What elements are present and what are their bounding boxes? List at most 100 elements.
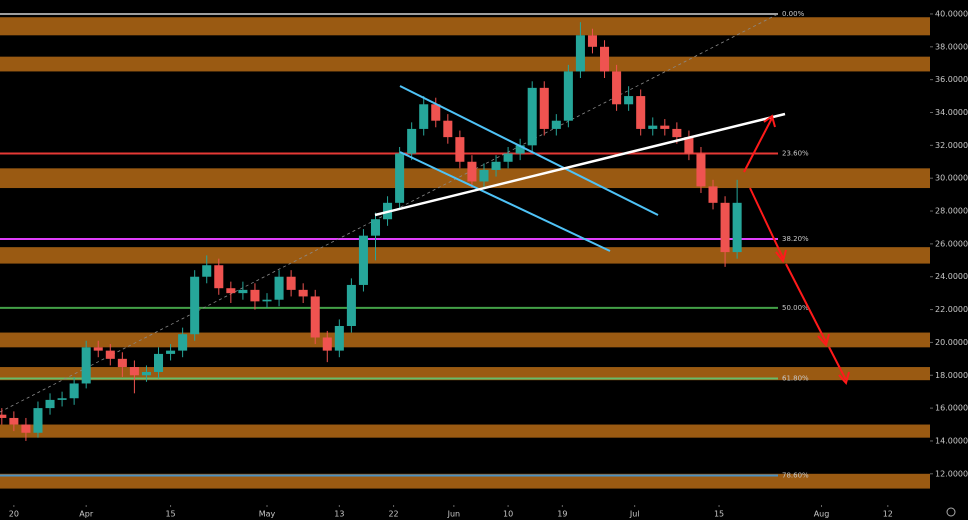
candle-body	[370, 219, 381, 236]
fib-label: 50.00%	[782, 304, 809, 312]
candle-body	[660, 125, 670, 129]
axes: 12.0000 14.0000 16.0000 18.0000 20.0000 22.00…	[9, 9, 968, 518]
candle-body	[81, 347, 91, 384]
arrows	[743, 114, 850, 386]
candle-body	[105, 350, 115, 359]
x-tick-label: 10	[503, 510, 513, 519]
candle-body	[575, 35, 585, 72]
candle-body	[190, 276, 200, 335]
candle-body	[684, 137, 694, 154]
candle-body	[443, 120, 453, 138]
time-axis	[0, 505, 968, 520]
candle-body	[0, 414, 7, 418]
x-tick-label: 22	[388, 510, 398, 519]
candle-body	[672, 128, 682, 138]
zone	[0, 473, 930, 489]
y-tick-label: 16.0000	[935, 404, 968, 413]
candle-body	[636, 96, 646, 129]
candle-body	[274, 276, 284, 300]
zones	[0, 17, 930, 489]
candle-body	[9, 417, 19, 425]
candle-body	[117, 358, 127, 368]
candle-body	[395, 153, 405, 203]
trend-dashed	[0, 13, 779, 413]
candle-body	[141, 371, 151, 376]
channel-line	[399, 151, 611, 252]
candle-body	[600, 46, 610, 72]
y-tick-label: 14.0000	[935, 436, 968, 445]
zone	[0, 17, 930, 36]
fib-label: 78.60%	[782, 471, 809, 479]
x-tick-label: Apr	[79, 510, 94, 519]
candle-body	[334, 325, 344, 351]
candle-body	[178, 334, 188, 351]
candle-body	[93, 347, 103, 351]
candle-body	[226, 288, 236, 294]
candle-body	[648, 125, 658, 129]
candle-body	[358, 235, 368, 285]
y-tick-label: 12.0000	[935, 469, 968, 478]
y-tick-label: 34.0000	[935, 108, 968, 117]
candle-body	[732, 202, 742, 253]
candle-body	[563, 71, 573, 121]
y-tick-label: 18.0000	[935, 371, 968, 380]
candle-body	[202, 265, 212, 277]
arrow-up	[743, 114, 776, 173]
y-tick-label: 38.0000	[935, 42, 968, 51]
candle-body	[322, 337, 332, 351]
candle-body	[527, 87, 537, 146]
x-tick-label: Jul	[629, 510, 640, 519]
candle-body	[467, 161, 477, 182]
trend-line	[374, 112, 786, 217]
candle-body	[33, 408, 43, 433]
zone	[0, 168, 930, 189]
candle-body	[166, 350, 176, 354]
x-tick-label: Aug	[814, 510, 830, 519]
candle-body	[238, 289, 248, 294]
arrow-down	[828, 346, 850, 386]
candles	[0, 22, 742, 441]
candle-body	[129, 367, 139, 376]
candle-body	[310, 296, 320, 338]
candle-body	[491, 161, 501, 170]
candle-body	[214, 265, 224, 289]
candle-body	[612, 71, 622, 105]
candle-body	[587, 35, 597, 47]
zone	[0, 367, 930, 381]
channel-line	[399, 85, 659, 216]
price-axis	[930, 0, 968, 520]
candle-body	[45, 399, 55, 409]
y-tick-label: 24.0000	[935, 272, 968, 281]
candle-body	[153, 353, 164, 372]
fib-levels: 0.00% 23.60% 38.20% 50.00% 61.80% 78.60%	[0, 10, 809, 479]
candle-body	[696, 153, 706, 187]
y-tick-label: 30.0000	[935, 174, 968, 183]
zone	[0, 247, 930, 264]
candle-body	[720, 202, 730, 253]
settings-icon[interactable]	[946, 507, 956, 517]
fib-label: 0.00%	[782, 10, 805, 18]
candle-body	[419, 104, 429, 129]
candle-body	[407, 128, 417, 154]
x-tick-label: 15	[714, 510, 724, 519]
candle-body	[624, 96, 634, 105]
fib-label: 61.80%	[782, 375, 809, 383]
arrow-down	[785, 263, 830, 348]
candle-body	[479, 169, 489, 182]
candle-body	[539, 87, 549, 129]
candle-body	[551, 120, 561, 129]
candle-body	[57, 398, 67, 400]
candle-body	[346, 284, 356, 326]
candle-body	[286, 276, 296, 290]
x-tick-label: 15	[165, 510, 175, 519]
y-tick-label: 40.0000	[935, 9, 968, 18]
candle-body	[250, 289, 260, 302]
y-tick-label: 28.0000	[935, 207, 968, 216]
x-tick-label: 13	[334, 510, 344, 519]
candle-body	[515, 145, 525, 154]
x-tick-label: May	[259, 510, 276, 519]
x-tick-label: Jun	[447, 510, 461, 519]
x-tick-label: 20	[9, 510, 19, 519]
zone	[0, 56, 930, 72]
arrow-down	[749, 187, 787, 264]
